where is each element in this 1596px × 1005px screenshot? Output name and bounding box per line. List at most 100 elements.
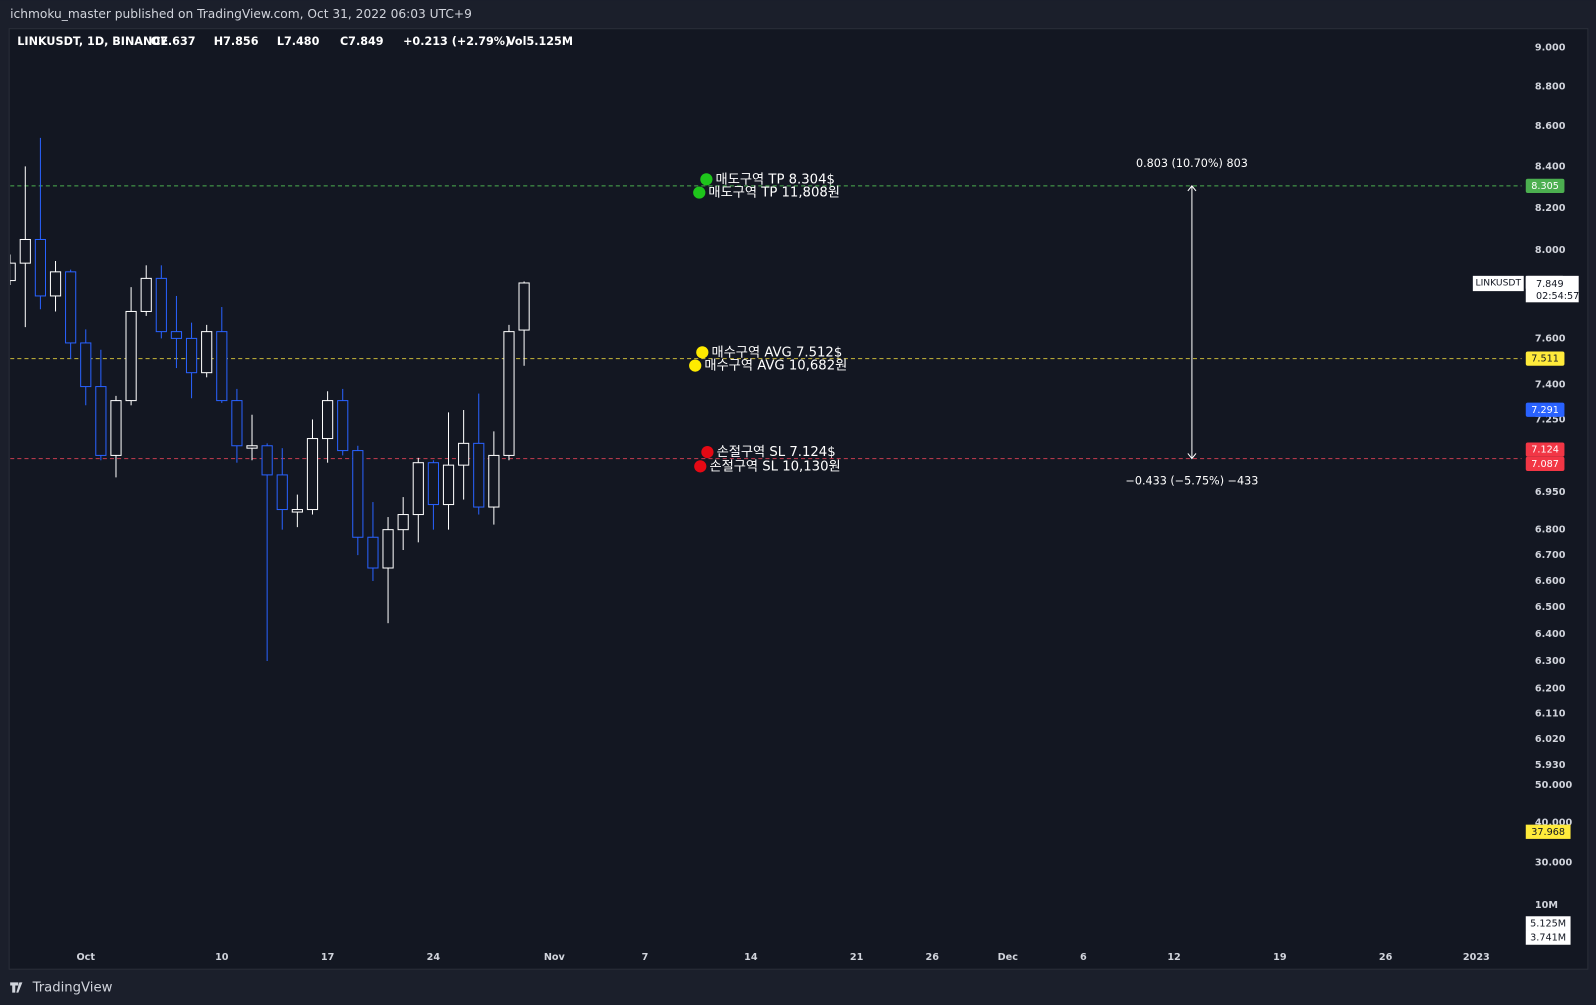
- price-label-box: [1525, 351, 1565, 366]
- lower-axis-label: 40.000: [1535, 818, 1573, 829]
- lower-value-label: 3.741M: [1530, 933, 1566, 944]
- lower-value-box: [1525, 824, 1571, 839]
- candle-body: [518, 282, 530, 331]
- candle-body: [291, 509, 303, 513]
- lower-axis-label: 30.000: [1535, 857, 1573, 868]
- candle-body: [170, 331, 183, 339]
- x-tick-label: 14: [744, 952, 758, 963]
- y-tick-label: 6.200: [1535, 683, 1566, 694]
- y-tick-label: 6.600: [1535, 576, 1566, 587]
- price-label: 7.511: [1531, 354, 1559, 365]
- y-tick-label: 6.110: [1535, 709, 1566, 720]
- candle-body: [231, 400, 243, 447]
- candle-body: [125, 310, 137, 402]
- x-tick-label: Dec: [998, 952, 1019, 963]
- candle-body: [397, 514, 409, 531]
- symbol-tag: LINKUSDT: [1475, 277, 1521, 288]
- annotation-text: 손절구역 SL 7.124$: [717, 444, 836, 460]
- measure-label: 0.803 (10.70%) 803: [1136, 157, 1248, 170]
- annotation-text: 매도구역 TP 11,808원: [708, 185, 840, 201]
- x-tick-label: 24: [427, 952, 441, 963]
- y-tick-label: 6.950: [1535, 487, 1566, 498]
- candle-body: [382, 529, 394, 569]
- candle-body: [367, 536, 379, 569]
- y-tick-label: 7.600: [1535, 333, 1566, 344]
- annotation-text: 매수구역 AVG 7.512$: [711, 344, 842, 360]
- price-label-box: [1525, 442, 1565, 457]
- legend-value: C7.849: [340, 35, 384, 48]
- legend-value: O7.637: [151, 35, 196, 48]
- measure-arrowhead: [1187, 185, 1197, 460]
- y-tick-label: 8.200: [1535, 203, 1566, 214]
- candle-body: [337, 400, 349, 452]
- y-tick-label: 8.800: [1535, 81, 1566, 92]
- legend-value: L7.480: [277, 35, 320, 48]
- countdown: 02:54:57: [1536, 291, 1579, 302]
- footer-brand: TradingView: [32, 981, 113, 996]
- x-tick-label: 17: [321, 952, 334, 963]
- price-label: 7.124: [1531, 445, 1559, 456]
- last-price-box: [1525, 275, 1579, 303]
- x-tick-label: Oct: [76, 952, 95, 963]
- candle-body: [412, 462, 424, 516]
- x-tick-label: 7: [642, 952, 649, 963]
- candle-body: [261, 445, 273, 476]
- x-tick-label: Nov: [544, 952, 566, 963]
- y-tick-label: 6.800: [1535, 525, 1566, 536]
- x-tick-label: 2023: [1463, 952, 1490, 963]
- candle-body: [155, 277, 167, 333]
- annotation-text: 손절구역 SL 10,130원: [709, 458, 840, 474]
- candle-body: [473, 442, 485, 508]
- candle-body: [321, 400, 334, 440]
- price-label: 7.291: [1531, 405, 1559, 416]
- x-tick-label: 12: [1167, 952, 1180, 963]
- lower-value-label: 5.125M: [1530, 918, 1566, 929]
- lower-value-box: [1525, 930, 1571, 945]
- candle-body: [216, 331, 228, 402]
- lower-value-box: [1525, 916, 1571, 931]
- y-tick-label: 8.000: [1535, 245, 1566, 256]
- candle-body: [185, 337, 198, 374]
- lower-axis-label: 10M: [1535, 900, 1558, 911]
- price-label: 7.087: [1531, 459, 1559, 470]
- y-tick-label: 6.300: [1535, 656, 1566, 667]
- y-tick-label: 6.500: [1535, 602, 1566, 613]
- price-label: 8.305: [1531, 181, 1559, 192]
- price-label-box: [1525, 178, 1565, 193]
- candle-body: [19, 238, 31, 264]
- annotation-dot: [694, 460, 707, 473]
- annotation-dot: [700, 173, 713, 186]
- candle-body: [246, 445, 258, 449]
- x-tick-label: 26: [925, 952, 939, 963]
- candle-body: [49, 271, 62, 297]
- annotation-dot: [696, 346, 709, 359]
- x-tick-label: 6: [1080, 952, 1087, 963]
- x-tick-label: 10: [215, 952, 229, 963]
- y-tick-label: 6.700: [1535, 550, 1566, 561]
- candle-body: [503, 331, 515, 456]
- symbol-tag-box: [1472, 275, 1524, 292]
- measure-label: −0.433 (−5.75%) −433: [1125, 475, 1258, 488]
- legend-title: LINKUSDT, 1D, BINANCE: [17, 35, 168, 48]
- annotation-dot: [689, 359, 702, 372]
- candle-body: [10, 262, 16, 282]
- lower-value-label: 37.968: [1531, 827, 1565, 838]
- price-label-box: [1525, 402, 1565, 417]
- y-tick-label: 7.250: [1535, 414, 1566, 425]
- candle-body: [80, 342, 92, 388]
- y-tick-label: 8.600: [1535, 121, 1566, 132]
- legend-value: Vol5.125M: [507, 35, 573, 48]
- legend-value: H7.856: [214, 35, 259, 48]
- candle-body: [427, 462, 440, 506]
- candle-body: [488, 454, 500, 508]
- x-tick-label: 19: [1273, 952, 1287, 963]
- y-tick-label: 9.000: [1535, 43, 1566, 54]
- chart-area: [8, 28, 1589, 970]
- y-tick-label: 7.400: [1535, 379, 1566, 390]
- x-tick-label: 26: [1379, 952, 1393, 963]
- footer-logo: [10, 982, 23, 993]
- y-tick-label: 5.930: [1535, 760, 1566, 771]
